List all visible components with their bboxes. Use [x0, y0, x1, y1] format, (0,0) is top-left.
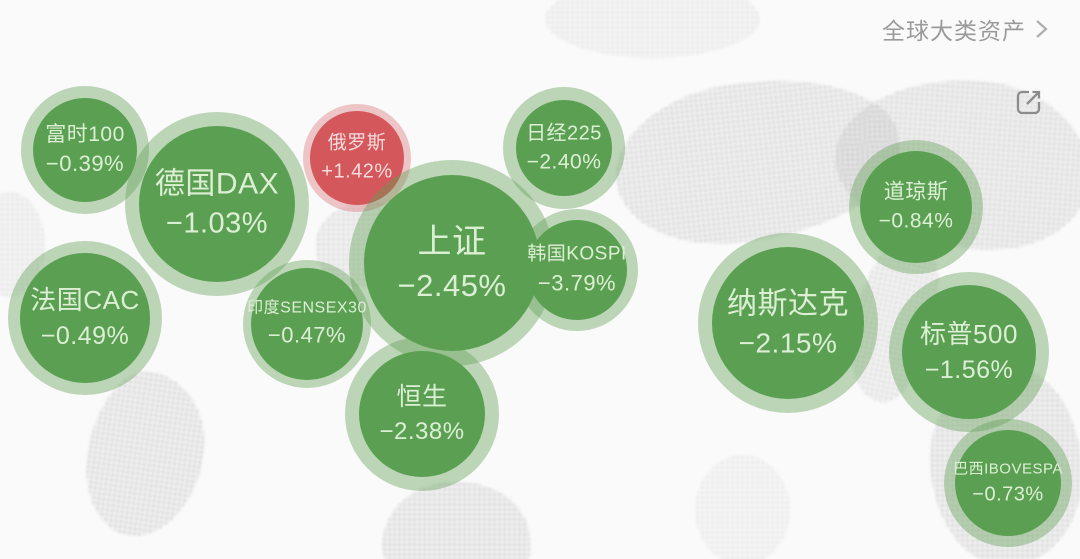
- bubble-core: [139, 126, 295, 282]
- bubble-core: [527, 220, 627, 320]
- bubble-core: [20, 253, 150, 383]
- bubble-core: [516, 100, 612, 196]
- bubble-core: [712, 247, 864, 399]
- bubble-core: [902, 285, 1036, 419]
- market-bubble-kospi[interactable]: [516, 209, 638, 331]
- bubble-core: [955, 430, 1061, 536]
- market-bubble-nasdaq[interactable]: [698, 233, 878, 413]
- share-icon[interactable]: [1011, 84, 1047, 125]
- market-bubble-ibovespa[interactable]: [944, 419, 1072, 547]
- bubble-core: [33, 98, 137, 202]
- section-header-link[interactable]: 全球大类资产: [882, 12, 1048, 46]
- market-bubble-sp500[interactable]: [889, 272, 1049, 432]
- market-bubble-russia[interactable]: [303, 104, 411, 212]
- page-title[interactable]: 全球大类资产: [882, 18, 1026, 44]
- market-bubble-dowjones[interactable]: [849, 140, 983, 274]
- market-bubble-hangseng[interactable]: [345, 337, 499, 491]
- map-landmass: [695, 455, 790, 559]
- bubble-core: [860, 151, 972, 263]
- market-bubble-cac[interactable]: [8, 241, 162, 395]
- market-bubble-dax[interactable]: [125, 112, 309, 296]
- market-bubble-ftse100[interactable]: [21, 86, 149, 214]
- bubble-core: [364, 175, 540, 351]
- market-bubble-nikkei225[interactable]: [503, 87, 625, 209]
- market-bubble-shanghai[interactable]: [349, 160, 555, 366]
- bubble-core: [359, 351, 485, 477]
- chevron-right-icon: [1036, 20, 1048, 38]
- bubble-core: [251, 268, 363, 380]
- market-bubble-sensex30[interactable]: [243, 260, 371, 388]
- bubble-core: [310, 111, 404, 205]
